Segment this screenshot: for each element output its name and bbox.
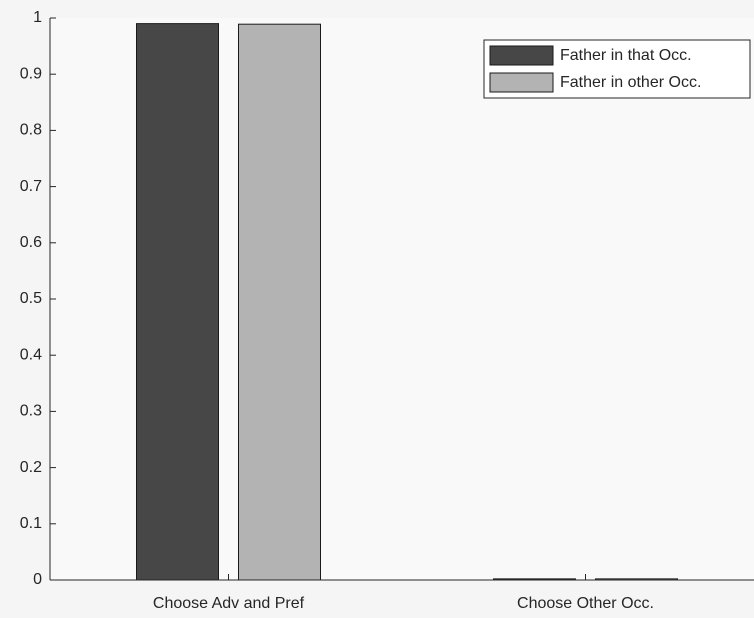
- legend-swatch: [489, 45, 554, 66]
- y-tick-label: 0.8: [20, 122, 42, 139]
- legend-label: Father in that Occ.: [560, 47, 692, 64]
- bar: [238, 23, 321, 581]
- y-tick-label: 0.5: [20, 290, 42, 307]
- x-tick-label: Choose Other Occ.: [517, 595, 654, 612]
- legend-swatch: [489, 72, 554, 93]
- y-tick-label: 1: [33, 9, 42, 26]
- y-tick-label: 0.9: [20, 65, 42, 82]
- y-tick-label: 0.7: [20, 178, 42, 195]
- y-tick-label: 0.4: [20, 346, 42, 363]
- legend-label: Father in other Occ.: [560, 74, 701, 91]
- bar: [136, 23, 219, 581]
- y-tick-label: 0.1: [20, 515, 42, 532]
- y-tick-label: 0.6: [20, 234, 42, 251]
- y-tick-label: 0: [33, 571, 42, 588]
- y-tick-label: 0.3: [20, 403, 42, 420]
- x-tick-label: Choose Adv and Pref: [153, 595, 305, 612]
- y-tick-label: 0.2: [20, 459, 42, 476]
